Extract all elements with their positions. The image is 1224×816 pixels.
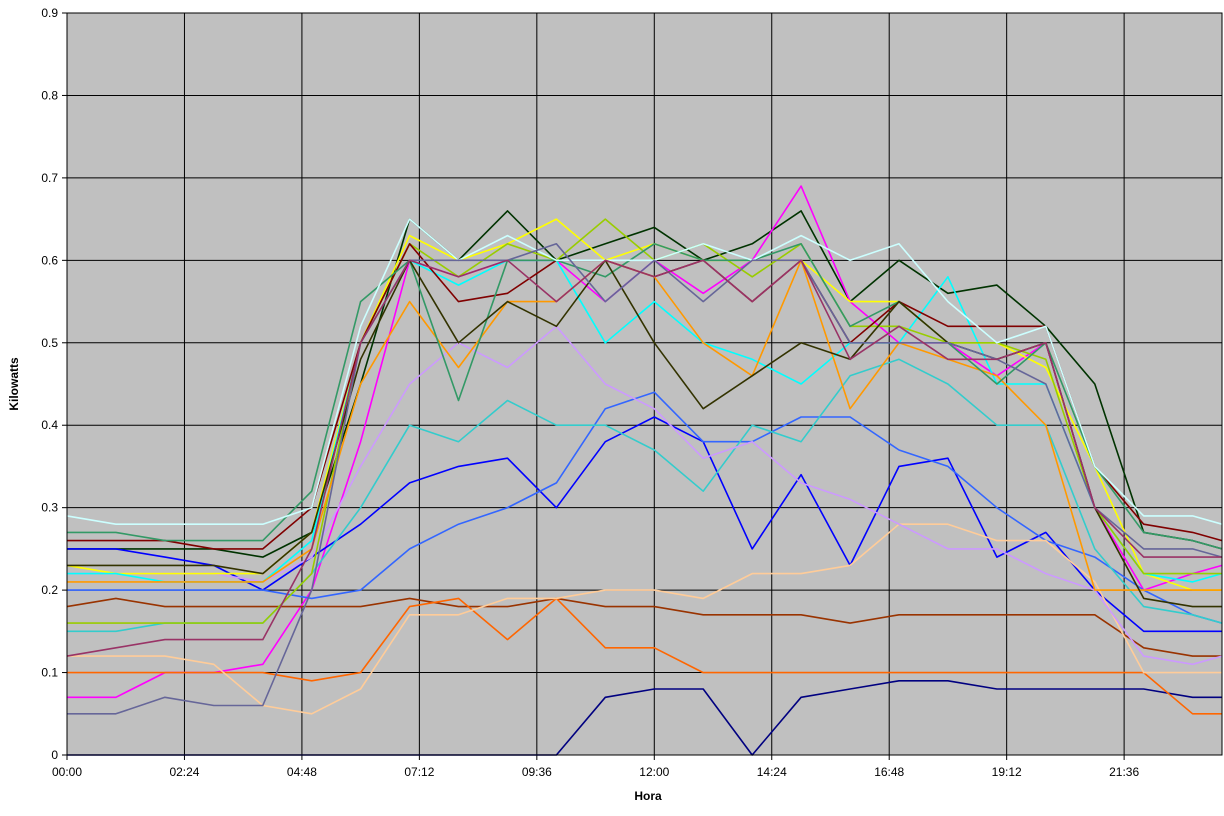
y-tick-label: 0.4 [41,418,58,432]
x-tick-label: 14:24 [757,765,787,779]
series-line [67,243,1223,715]
x-tick-label: 00:00 [52,765,82,779]
x-tick-label: 09:36 [522,765,552,779]
x-tick-label: 02:24 [169,765,199,779]
x-tick-label: 21:36 [1109,765,1139,779]
x-tick-label: 12:00 [639,765,669,779]
y-axis-label: Kilowatts [7,357,21,411]
y-tick-label: 0 [51,748,58,762]
y-tick-label: 0.3 [41,501,58,515]
y-tick-label: 0.7 [41,171,58,185]
x-tick-label: 19:12 [992,765,1022,779]
y-tick-label: 0.2 [41,583,58,597]
y-tick-label: 0.6 [41,253,58,267]
y-tick-label: 0.1 [41,666,58,680]
x-tick-label: 07:12 [404,765,434,779]
series-line [66,259,1222,657]
series-line [66,597,1222,657]
y-tick-label: 0.5 [41,336,58,350]
plot-background [67,13,1222,755]
y-tick-label: 0.8 [41,88,58,102]
x-tick-label: 04:48 [287,765,317,779]
x-axis-label: Hora [634,789,662,803]
series-line [67,597,1222,715]
x-tick-label: 16:48 [874,765,904,779]
plot-border [66,12,1223,756]
y-tick-label: 0.9 [41,6,58,20]
